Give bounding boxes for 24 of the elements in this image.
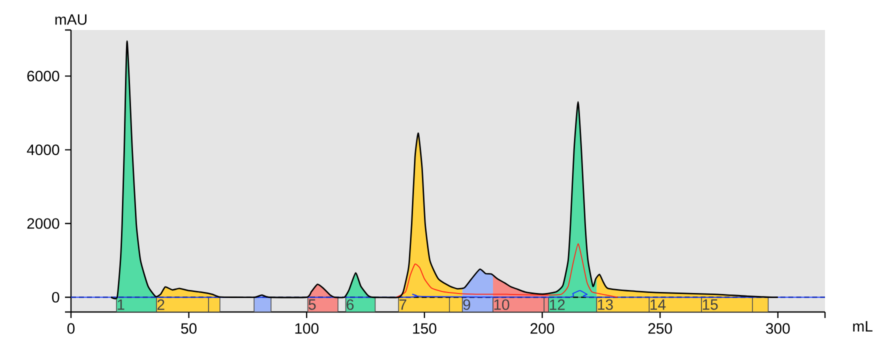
x-axis-title: mL bbox=[853, 321, 872, 332]
band-label: 15 bbox=[702, 299, 718, 310]
x-tick-label: 300 bbox=[766, 323, 790, 334]
x-tick-label: 50 bbox=[181, 323, 197, 334]
y-tick-label: 4000 bbox=[26, 144, 60, 156]
band-label: 2 bbox=[157, 299, 164, 310]
band-label: 5 bbox=[308, 299, 316, 310]
x-tick-label: 0 bbox=[67, 323, 75, 334]
band-label: 6 bbox=[346, 299, 354, 310]
band-label: 13 bbox=[598, 299, 613, 310]
x-tick-label: 100 bbox=[295, 323, 318, 334]
band-label: 12 bbox=[550, 299, 565, 310]
band-label: 9 bbox=[463, 299, 470, 310]
band-label: 7 bbox=[399, 299, 406, 310]
x-tick-label: 250 bbox=[648, 323, 672, 334]
y-axis-title: mAU bbox=[55, 14, 86, 25]
y-tick-label: 2000 bbox=[27, 218, 60, 229]
band-label: 10 bbox=[494, 299, 510, 310]
y-tick-label: 0 bbox=[52, 292, 60, 303]
x-tick-label: 150 bbox=[413, 323, 436, 334]
band-label: 1 bbox=[118, 299, 124, 310]
band-label: 14 bbox=[650, 299, 666, 310]
y-tick-label: 6000 bbox=[27, 70, 60, 82]
x-tick-label: 200 bbox=[530, 323, 554, 334]
